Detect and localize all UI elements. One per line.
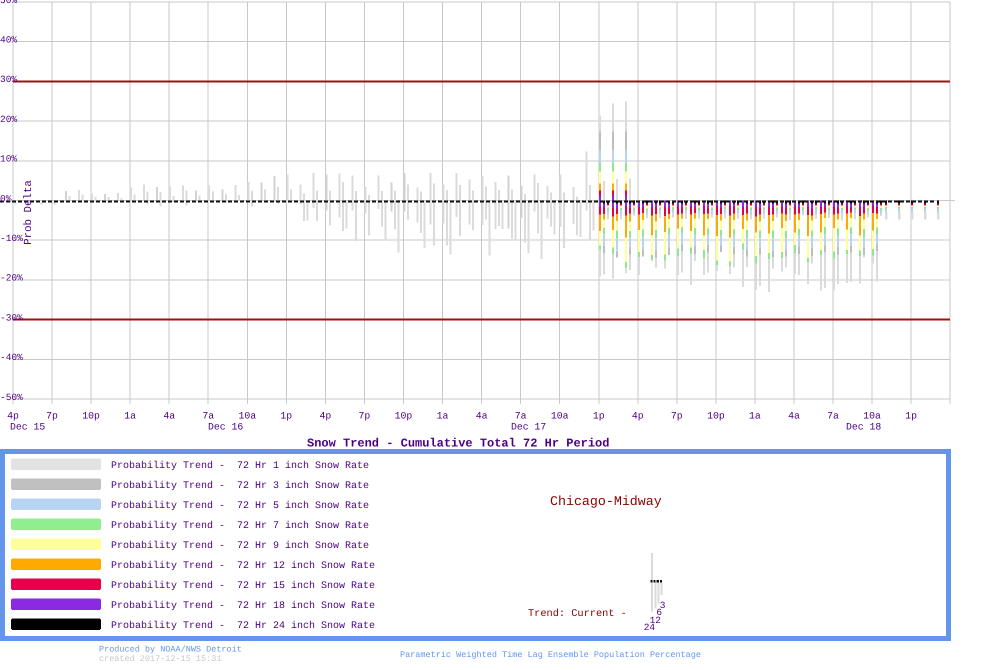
svg-text:-10%: -10% [0, 233, 23, 244]
svg-text:Probability Trend - 72 Hr 5 i: Probability Trend - 72 Hr 5 inch Snow Ra… [111, 500, 369, 512]
svg-text:24: 24 [644, 622, 656, 633]
svg-text:Probability Trend - 72 Hr 7 i: Probability Trend - 72 Hr 7 inch Snow Ra… [111, 520, 369, 532]
svg-text:Dec 18: Dec 18 [846, 422, 881, 433]
svg-text:1p: 1p [280, 411, 292, 422]
svg-text:4p: 4p [632, 411, 644, 422]
svg-text:10a: 10a [551, 411, 569, 422]
svg-text:Parametric Weighted Time Lag E: Parametric Weighted Time Lag Ensemble Po… [400, 650, 701, 660]
svg-text:-20%: -20% [0, 273, 23, 284]
svg-text:3: 3 [660, 600, 666, 611]
svg-text:12: 12 [650, 615, 662, 626]
svg-text:20%: 20% [0, 114, 17, 125]
svg-text:1p: 1p [593, 411, 605, 422]
svg-text:7a: 7a [515, 411, 527, 422]
svg-text:Dec 17: Dec 17 [511, 422, 546, 433]
svg-text:1a: 1a [437, 411, 449, 422]
svg-text:Probability Trend - 72 Hr 9 i: Probability Trend - 72 Hr 9 inch Snow Ra… [111, 540, 369, 552]
svg-text:Snow Trend - Cumulative Total: Snow Trend - Cumulative Total 72 Hr Peri… [307, 437, 609, 451]
svg-text:Probability Trend - 72 Hr 15: Probability Trend - 72 Hr 15 inch Snow R… [111, 580, 375, 592]
svg-text:10p: 10p [707, 411, 725, 422]
svg-text:4p: 4p [7, 411, 19, 422]
svg-text:1a: 1a [749, 411, 761, 422]
svg-text:-40%: -40% [0, 352, 23, 363]
svg-text:4a: 4a [788, 411, 800, 422]
svg-text:created 2017-12-15 15:31: created 2017-12-15 15:31 [99, 654, 221, 664]
svg-text:1p: 1p [905, 411, 917, 422]
svg-text:Probability Trend - 72 Hr 24: Probability Trend - 72 Hr 24 inch Snow R… [111, 620, 375, 632]
svg-text:1a: 1a [124, 411, 136, 422]
svg-text:Probability Trend - 72 Hr 18: Probability Trend - 72 Hr 18 inch Snow R… [111, 600, 375, 612]
svg-text:4a: 4a [476, 411, 488, 422]
svg-text:10%: 10% [0, 154, 17, 165]
svg-text:40%: 40% [0, 35, 17, 46]
svg-text:0%: 0% [0, 193, 12, 204]
svg-text:Dec 16: Dec 16 [208, 422, 243, 433]
svg-text:10p: 10p [395, 411, 413, 422]
svg-text:Trend: Current -: Trend: Current - [528, 608, 627, 620]
svg-text:7p: 7p [46, 411, 58, 422]
svg-text:6: 6 [656, 607, 662, 618]
svg-text:4a: 4a [163, 411, 175, 422]
svg-text:Probability Trend - 72 Hr 12: Probability Trend - 72 Hr 12 inch Snow R… [111, 560, 375, 572]
svg-text:Prob Delta: Prob Delta [23, 180, 35, 245]
svg-text:7a: 7a [202, 411, 214, 422]
svg-text:-50%: -50% [0, 392, 23, 403]
svg-text:4p: 4p [320, 411, 332, 422]
svg-text:10a: 10a [238, 411, 256, 422]
svg-text:7p: 7p [671, 411, 683, 422]
svg-text:7a: 7a [827, 411, 839, 422]
svg-text:30%: 30% [0, 74, 17, 85]
svg-text:Probability Trend - 72 Hr 3 i: Probability Trend - 72 Hr 3 inch Snow Ra… [111, 480, 369, 492]
svg-text:-30%: -30% [0, 312, 23, 323]
svg-text:Produced by NOAA/NWS Detroit: Produced by NOAA/NWS Detroit [99, 645, 242, 655]
svg-text:10p: 10p [82, 411, 100, 422]
svg-text:Probability Trend - 72 Hr 1 i: Probability Trend - 72 Hr 1 inch Snow Ra… [111, 460, 369, 472]
svg-text:7p: 7p [359, 411, 371, 422]
svg-text:50%: 50% [0, 0, 17, 6]
svg-text:Dec 15: Dec 15 [10, 422, 45, 433]
svg-text:10a: 10a [863, 411, 881, 422]
svg-text:Chicago-Midway: Chicago-Midway [550, 494, 662, 509]
